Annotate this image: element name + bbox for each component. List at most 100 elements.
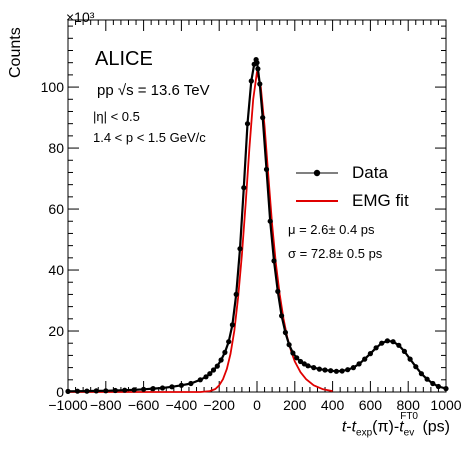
data-point: [290, 350, 296, 356]
data-point: [248, 78, 254, 84]
x-tick-label: −600: [128, 397, 160, 413]
data-point: [263, 166, 270, 172]
data-point: [356, 361, 362, 367]
data-point: [131, 387, 137, 393]
x-axis-title-t: t: [341, 418, 347, 436]
data-point: [210, 367, 217, 373]
data-point: [103, 388, 109, 394]
data-trace: [67, 58, 447, 393]
data-point: [233, 291, 239, 297]
data-point: [430, 380, 436, 387]
data-point: [362, 356, 368, 362]
y-tick-label: 20: [48, 323, 64, 339]
x-tick-label: 200: [283, 397, 307, 413]
data-point: [203, 374, 209, 380]
data-point: [141, 386, 147, 392]
x-tick-label: −400: [166, 397, 198, 413]
data-point: [328, 368, 334, 374]
x-tick-label: 800: [397, 397, 421, 413]
legend-data-label: Data: [352, 163, 388, 182]
y-tick-label: 100: [41, 79, 65, 95]
data-point: [169, 384, 175, 390]
data-point: [218, 357, 224, 363]
data-point: [150, 386, 156, 392]
data-point: [384, 338, 390, 344]
data-point: [197, 377, 203, 383]
data-point: [229, 322, 235, 328]
data-point: [188, 380, 194, 387]
data-point: [214, 363, 220, 369]
legend-fit-label: EMG fit: [352, 191, 409, 210]
p-cut-label: 1.4 < p < 1.5 GeV/c: [93, 130, 206, 145]
data-point: [244, 121, 251, 127]
data-point: [112, 387, 118, 394]
data-point: [178, 382, 184, 388]
x-tick-label: 1000: [430, 397, 461, 413]
data-point: [407, 356, 413, 362]
legend-data-marker: [313, 169, 321, 177]
data-point: [311, 365, 317, 371]
data-point: [418, 371, 424, 377]
data-point: [367, 351, 373, 357]
x-tick-label: −800: [90, 397, 122, 413]
y-tick-label: 40: [48, 262, 64, 278]
data-point: [207, 371, 213, 377]
x-axis-title-tev-sup: FT0: [400, 411, 418, 422]
data-point: [413, 364, 419, 370]
mu-label: μ = 2.6± 0.4 ps: [288, 222, 375, 237]
data-point: [74, 388, 81, 394]
x-axis-title-texp-sub: exp: [356, 427, 373, 439]
y-exponent-label: ×10³: [66, 9, 95, 25]
data-point: [322, 367, 328, 373]
data-point: [255, 66, 261, 72]
x-tick-label: 400: [321, 397, 345, 413]
data-point: [241, 185, 247, 191]
data-point: [401, 348, 407, 354]
x-tick-label: −1000: [48, 397, 88, 413]
x-axis-title-dash2: -: [393, 418, 400, 436]
data-point: [345, 367, 351, 373]
sigma-label: σ = 72.8± 0.5 ps: [288, 246, 383, 261]
data-point: [339, 368, 345, 374]
data-point: [424, 376, 430, 382]
data-point: [350, 365, 356, 371]
data-point: [379, 340, 385, 346]
fit-line: [68, 70, 333, 393]
data-point: [222, 349, 228, 355]
data-point: [286, 342, 292, 348]
data-point: [65, 388, 71, 394]
data-point: [435, 383, 441, 390]
x-tick-label: 600: [359, 397, 383, 413]
data-point: [282, 329, 288, 336]
data-point: [84, 388, 90, 394]
data-point: [373, 345, 379, 351]
data-point: [237, 246, 243, 252]
data-point: [396, 342, 402, 348]
x-axis-title-unit: (ps): [418, 418, 450, 436]
x-axis-title-texp: t: [351, 418, 357, 436]
x-axis-title-tev: t: [399, 418, 404, 436]
data-point: [316, 366, 322, 372]
data-point: [294, 355, 300, 361]
x-axis-title-tev-sub: ev: [403, 427, 415, 439]
y-tick-label: 80: [48, 140, 64, 156]
y-tick-label: 0: [56, 384, 64, 400]
data-point: [257, 81, 263, 87]
experiment-label: ALICE: [95, 48, 153, 70]
data-point: [260, 115, 266, 121]
data-point: [275, 288, 281, 294]
x-axis-title: t-texp(π)-tevFT0 (ps): [341, 412, 450, 439]
energy-label: pp √s = 13.6 TeV: [97, 82, 210, 99]
eta-cut-label: |η| < 0.5: [93, 109, 140, 124]
data-point: [159, 385, 166, 391]
data-point: [305, 363, 311, 369]
y-tick-label: 60: [48, 201, 64, 217]
data-point: [254, 60, 260, 66]
x-axis-title-dash1: -: [346, 418, 352, 436]
data-point: [122, 387, 128, 393]
data-point: [226, 339, 232, 345]
x-axis-title-pi: (π): [372, 418, 394, 436]
data-point: [390, 339, 396, 345]
x-tick-label: 0: [253, 397, 261, 413]
